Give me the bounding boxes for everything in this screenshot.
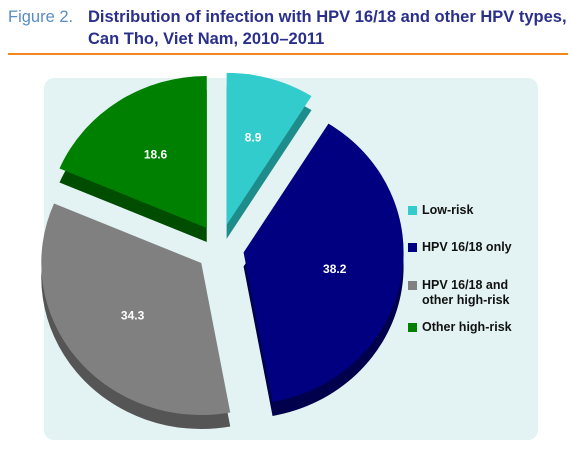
data-label-low-risk: 8.9 (245, 130, 262, 144)
pie-slice-hpv1618-only (243, 123, 404, 402)
pie-slice-low-risk (226, 72, 312, 225)
pie-slice-hpv1618-and-other (41, 203, 231, 416)
pie-slice-other-high-risk (59, 75, 207, 228)
legend-swatch-low-risk (408, 206, 417, 215)
legend-label-low-risk: Low-risk (422, 203, 474, 217)
figure-title-line2: Can Tho, Viet Nam, 2010–2011 (88, 30, 325, 48)
legend-swatch-other-high-risk (408, 323, 417, 332)
figure-label: Figure 2. (8, 8, 74, 26)
legend-label-other-high-risk: Other high-risk (422, 320, 512, 334)
data-label-hpv1618-only: 38.2 (323, 262, 347, 276)
figure-title-line1: Distribution of infection with HPV 16/18… (88, 8, 567, 26)
data-label-other-high-risk: 18.6 (144, 147, 168, 161)
legend-swatch-hpv1618-and-other (408, 281, 417, 290)
title-divider (8, 53, 568, 55)
legend-swatch-hpv1618-only (408, 243, 417, 252)
legend-label-hpv1618-and-other: HPV 16/18 and other high-risk (422, 278, 510, 307)
data-label-hpv1618-and-other: 34.3 (121, 308, 145, 322)
legend-label-hpv1618-only: HPV 16/18 only (422, 240, 512, 254)
